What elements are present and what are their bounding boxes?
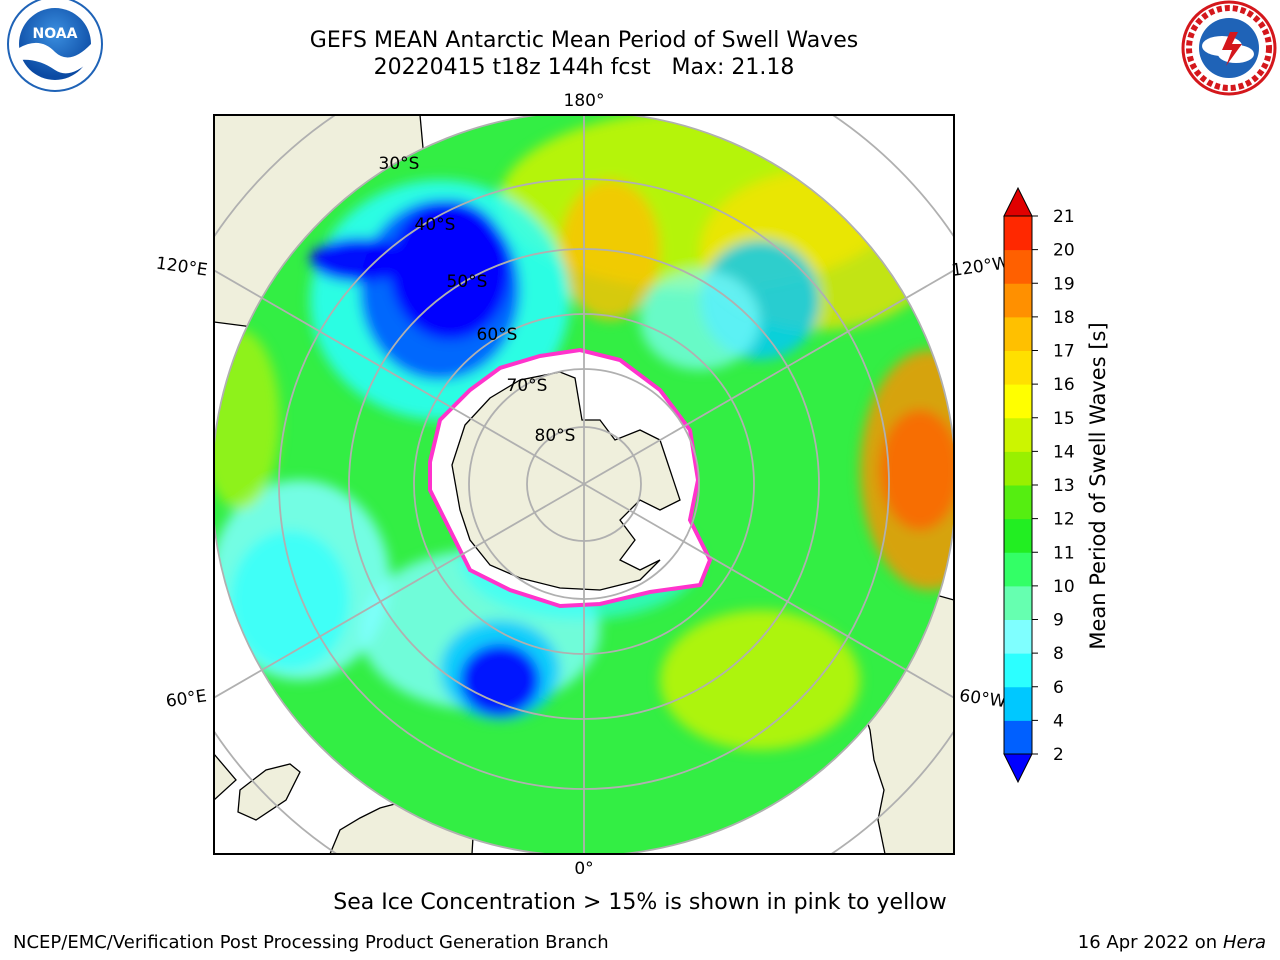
noaa-logo-text: NOAA bbox=[33, 26, 78, 42]
sea-ice-note: Sea Ice Concentration > 15% is shown in … bbox=[333, 890, 947, 915]
colorbar-tick-label: 17 bbox=[1053, 342, 1075, 362]
colorbar-band bbox=[1004, 350, 1032, 385]
colorbar-band bbox=[1004, 451, 1032, 486]
colorbar-band bbox=[1004, 585, 1032, 620]
lon-label-120w: 120°W bbox=[950, 253, 1010, 281]
colorbar-tick-label: 6 bbox=[1053, 678, 1064, 698]
colorbar-tick-label: 10 bbox=[1053, 577, 1075, 597]
colorbar-tick-label: 21 bbox=[1053, 207, 1075, 227]
antarctica-land bbox=[451, 371, 681, 591]
colorbar-band bbox=[1004, 552, 1032, 587]
footer-date-text: 16 Apr 2022 on bbox=[1077, 932, 1218, 953]
lat-label-30s: 30°S bbox=[379, 154, 420, 174]
colorbar: 2 4 6 8 9 10 11 12 13 14 15 16 17 18 19 20 21 bbox=[1003, 186, 1075, 784]
colorbar-tick-label: 19 bbox=[1053, 274, 1075, 294]
india-land bbox=[214, 752, 237, 801]
madagascar-land bbox=[237, 763, 301, 821]
colorbar-band bbox=[1004, 485, 1032, 520]
colorbar-band bbox=[1004, 249, 1032, 284]
colorbar-tick-label: 4 bbox=[1053, 711, 1064, 731]
map-frame bbox=[213, 114, 955, 855]
chart-title: GEFS MEAN Antarctic Mean Period of Swell… bbox=[309, 28, 859, 53]
colorbar-tick-label: 16 bbox=[1053, 375, 1075, 395]
colorbar-band bbox=[1004, 283, 1032, 318]
lon-label-0: 0° bbox=[574, 859, 593, 879]
nws-logo-icon bbox=[1181, 0, 1277, 96]
colorbar-tick-label: 9 bbox=[1053, 611, 1064, 631]
colorbar-tick-label: 18 bbox=[1053, 308, 1075, 328]
footer-date: 16 Apr 2022 on Hera bbox=[1078, 932, 1266, 953]
colorbar-title: Mean Period of Swell Waves [s] bbox=[1086, 322, 1110, 649]
colorbar-tick-label: 20 bbox=[1053, 241, 1075, 261]
lat-label-80s: 80°S bbox=[535, 426, 576, 446]
lat-label-50s: 50°S bbox=[447, 272, 488, 292]
colorbar-band bbox=[1004, 686, 1032, 721]
colorbar-over-triangle bbox=[1003, 186, 1033, 217]
colorbar-tick-label: 2 bbox=[1053, 745, 1064, 765]
colorbar-tick-label: 12 bbox=[1053, 510, 1075, 530]
lon-label-120e: 120°E bbox=[155, 254, 209, 281]
colorbar-band bbox=[1004, 417, 1032, 452]
chart-subtitle: 20220415 t18z 144h fcst Max: 21.18 bbox=[373, 55, 795, 80]
lat-label-60s: 60°S bbox=[477, 325, 518, 345]
lon-label-60e: 60°E bbox=[165, 686, 208, 711]
noaa-logo-icon: NOAA bbox=[7, 0, 103, 92]
colorbar-band bbox=[1004, 720, 1032, 755]
colorbar-tick-label: 14 bbox=[1053, 442, 1075, 462]
colorbar-band bbox=[1004, 518, 1032, 553]
colorbar-tick-label: 13 bbox=[1053, 476, 1075, 496]
colorbar-band bbox=[1004, 216, 1032, 251]
lon-label-180: 180° bbox=[564, 91, 605, 111]
lon-label-60w: 60°W bbox=[958, 686, 1007, 712]
colorbar-band bbox=[1004, 619, 1032, 654]
colorbar-under-triangle bbox=[1003, 753, 1033, 784]
colorbar-band bbox=[1004, 653, 1032, 688]
colorbar-tick-label: 11 bbox=[1053, 543, 1075, 563]
colorbar-band bbox=[1004, 316, 1032, 351]
colorbar-tick-label: 8 bbox=[1053, 644, 1064, 664]
colorbar-tick-label: 15 bbox=[1053, 409, 1075, 429]
footer-machine-name: Hera bbox=[1222, 932, 1266, 953]
lat-label-70s: 70°S bbox=[507, 376, 548, 396]
lat-label-40s: 40°S bbox=[415, 215, 456, 235]
footer-credit: NCEP/EMC/Verification Post Processing Pr… bbox=[13, 932, 609, 953]
colorbar-band bbox=[1004, 384, 1032, 419]
